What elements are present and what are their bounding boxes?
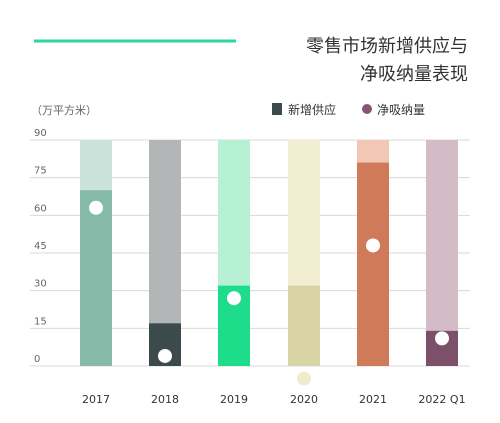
absorption-dots [89,200,449,386]
absorption-dot [158,348,172,363]
absorption-dot [89,200,103,215]
y-axis: 0 15 30 45 60 75 90 [34,128,47,365]
x-tick-label: 2022 Q1 [418,393,465,406]
absorption-dot [227,291,241,306]
legend-supply-swatch [272,103,282,115]
y-tick-label: 75 [34,166,47,177]
x-tick-label: 2020 [290,393,318,406]
legend-absorption-swatch [362,104,372,114]
y-tick-label: 45 [34,241,47,252]
y-tick-label: 90 [34,128,47,139]
x-axis: 2017 2018 2019 2020 2021 2022 Q1 [82,393,466,406]
unit-label: （万平方米） [31,103,97,117]
x-tick-label: 2019 [220,393,248,406]
legend: 新增供应 净吸纳量 [272,102,425,117]
absorption-dot [366,238,380,253]
y-tick-label: 60 [34,203,47,214]
x-tick-label: 2021 [359,393,387,406]
legend-supply-label: 新增供应 [288,102,336,117]
absorption-dot [435,331,449,346]
supply-bar [80,190,112,366]
y-tick-label: 0 [34,354,40,365]
supply-bar [288,285,320,366]
bar-background [426,140,458,366]
x-tick-label: 2017 [82,393,110,406]
y-tick-label: 30 [34,279,47,290]
legend-absorption-label: 净吸纳量 [377,103,425,117]
x-tick-label: 2018 [151,393,179,406]
y-tick-label: 15 [34,316,47,327]
absorption-dot [297,371,311,386]
chart-title-line-2: 净吸纳量表现 [360,64,468,85]
chart-title-line-1: 零售市场新增供应与 [306,36,468,57]
bars [80,140,458,366]
supply-bar [357,162,389,366]
